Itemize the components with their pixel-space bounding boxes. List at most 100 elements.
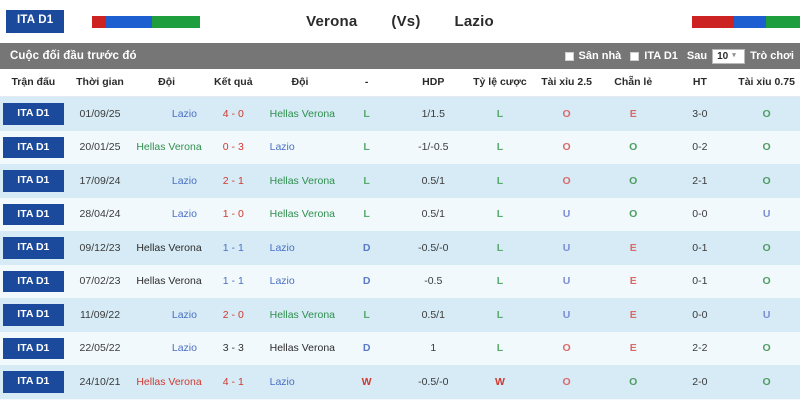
table-row[interactable]: ITA D1 24/10/21 Hellas Verona 4 - 1 Lazio W -0… (0, 365, 800, 399)
cell-league[interactable]: ITA D1 (0, 365, 67, 399)
table-row[interactable]: ITA D1 22/05/22 Lazio 3 - 3 Hellas Verona D 1 L… (0, 331, 800, 366)
cell-ou-075-text: O (762, 275, 771, 288)
table-row[interactable]: ITA D1 20/01/25 Hellas Verona 0 - 3 Lazio L -1… (0, 130, 800, 165)
cell-league[interactable]: ITA D1 (0, 130, 67, 165)
cell-halftime-text: 0-0 (692, 308, 708, 321)
cell-halftime-text: 0-2 (692, 141, 708, 154)
table-row[interactable]: ITA D1 07/02/23 Hellas Verona 1 - 1 Lazio D -0… (0, 264, 800, 299)
league-badge[interactable]: ITA D1 (3, 371, 64, 393)
match-count-select[interactable]: 10 ▾ (712, 48, 746, 64)
cell-league[interactable]: ITA D1 (0, 231, 67, 265)
table-row[interactable]: ITA D1 01/09/25 Lazio 4 - 0 Hellas Verona L 1/… (0, 96, 800, 131)
league-badge-left[interactable]: ITA D1 (6, 10, 65, 33)
cell-odds: L (466, 164, 534, 198)
league-badge[interactable]: ITA D1 (3, 203, 64, 226)
cell-ou-075-text: O (762, 342, 771, 355)
cell-odd-even: O (599, 365, 667, 399)
cell-ou-075-text: U (762, 208, 771, 221)
cell-home-team-text: Hellas Verona (136, 241, 202, 254)
cell-result-text: L (363, 107, 370, 120)
cell-ou-25-text: O (562, 375, 571, 388)
checkbox-box-icon[interactable] (564, 51, 574, 61)
cell-halftime-text: 2-0 (692, 375, 708, 388)
cell-date: 28/04/24 (66, 197, 134, 232)
cell-away-team: Hellas Verona (266, 331, 335, 366)
col-date: Thời gian (66, 69, 134, 97)
cell-home-team-text: Hellas Verona (136, 275, 202, 288)
cell-odd-even: O (599, 164, 667, 198)
cell-home-team-text: Lazio (171, 208, 197, 221)
cell-ou-075-text: O (762, 174, 771, 187)
cell-result: L (333, 398, 400, 400)
cell-league[interactable]: ITA D1 (0, 96, 67, 131)
league-badge[interactable]: ITA D1 (3, 337, 64, 360)
cell-league[interactable]: ITA D1 (0, 298, 67, 332)
col-result: - (333, 69, 400, 97)
cell-away-team: Hellas Verona (266, 298, 335, 332)
cell-ou-25: O (533, 365, 600, 399)
after-label: Sau (686, 50, 708, 62)
cell-away-team-text: Lazio (269, 141, 295, 154)
cell-ou-075-text: O (762, 375, 771, 388)
cell-hdp-text: -0.5/-0 (418, 241, 449, 254)
table-row[interactable]: ITA D1 28/04/24 Lazio 1 - 0 Hellas Verona L 0.… (0, 197, 800, 232)
cell-result-text: W (361, 375, 372, 388)
cell-score-text: 0 - 3 (222, 141, 244, 154)
checkbox-league-filter-label: ITA D1 (644, 50, 678, 62)
table-row[interactable]: ITA D1 17/09/24 Lazio 2 - 1 Hellas Verona L 0.… (0, 164, 800, 198)
checkbox-box-icon[interactable] (630, 51, 640, 61)
cell-date-text: 20/01/25 (79, 141, 121, 154)
cell-odd-even: E (599, 231, 667, 265)
cell-date-text: 22/05/22 (79, 342, 121, 355)
cell-odds: L (466, 398, 534, 400)
cell-league[interactable]: ITA D1 (0, 398, 67, 400)
cell-home-team: Lazio (133, 331, 200, 366)
cell-ou-25: U (533, 197, 600, 232)
filter-controls: Sân nhà ITA D1 Sau 10 ▾ Trò chơi (564, 48, 794, 64)
cell-hdp: 1 (399, 331, 467, 366)
cell-league[interactable]: ITA D1 (0, 331, 67, 366)
cell-ou-25: U (533, 264, 600, 299)
league-badge[interactable]: ITA D1 (3, 304, 64, 326)
col-hdp: HDP (399, 69, 467, 97)
cell-ou-25-text: O (562, 342, 571, 355)
match-count-filter: Sau 10 ▾ Trò chơi (686, 48, 794, 64)
cell-odd-even: E (599, 96, 667, 131)
cell-halftime: 0-1 (666, 264, 734, 299)
league-badge[interactable]: ITA D1 (3, 103, 64, 125)
table-row[interactable]: ITA D1 11/09/22 Lazio 2 - 0 Hellas Verona L 0.… (0, 298, 800, 332)
flag-bar-right (692, 16, 800, 28)
league-badge[interactable]: ITA D1 (3, 270, 64, 293)
away-team-title: Lazio (454, 13, 494, 30)
cell-ou-25-text: U (562, 241, 571, 254)
checkbox-league-filter[interactable]: ITA D1 (630, 50, 678, 62)
checkbox-home-ground[interactable]: Sân nhà (564, 50, 621, 62)
cell-result: L (333, 197, 400, 232)
cell-date: 20/01/25 (66, 130, 134, 165)
cell-hdp-text: 0.5/1 (421, 174, 445, 187)
cell-home-team: Lazio (133, 164, 200, 198)
cell-hdp: 1/1.5 (399, 96, 467, 131)
cell-date-text: 17/09/24 (79, 174, 121, 187)
cell-ou-25-text: U (562, 308, 571, 321)
cell-league[interactable]: ITA D1 (0, 197, 67, 232)
chevron-down-icon[interactable]: ▾ (732, 52, 736, 60)
league-badge[interactable]: ITA D1 (3, 170, 64, 192)
home-team-title: Verona (306, 13, 358, 30)
league-badge[interactable]: ITA D1 (3, 237, 64, 259)
cell-ou-25-text: O (562, 174, 571, 187)
league-badge[interactable]: ITA D1 (3, 136, 64, 159)
cell-result-text: D (362, 275, 371, 288)
cell-odds-text: L (496, 141, 504, 154)
cell-ou-075: O (733, 130, 800, 165)
cell-odd-even: O (599, 130, 667, 165)
cell-odd-even: E (599, 298, 667, 332)
cell-league[interactable]: ITA D1 (0, 264, 67, 299)
cell-ou-075: U (733, 298, 800, 332)
cell-league[interactable]: ITA D1 (0, 164, 67, 198)
flag-segment (766, 16, 800, 28)
cell-result-text: L (363, 174, 370, 187)
table-row[interactable]: ITA D1 09/12/23 Hellas Verona 1 - 1 Lazio D -0… (0, 231, 800, 265)
flag-segment (152, 15, 201, 28)
